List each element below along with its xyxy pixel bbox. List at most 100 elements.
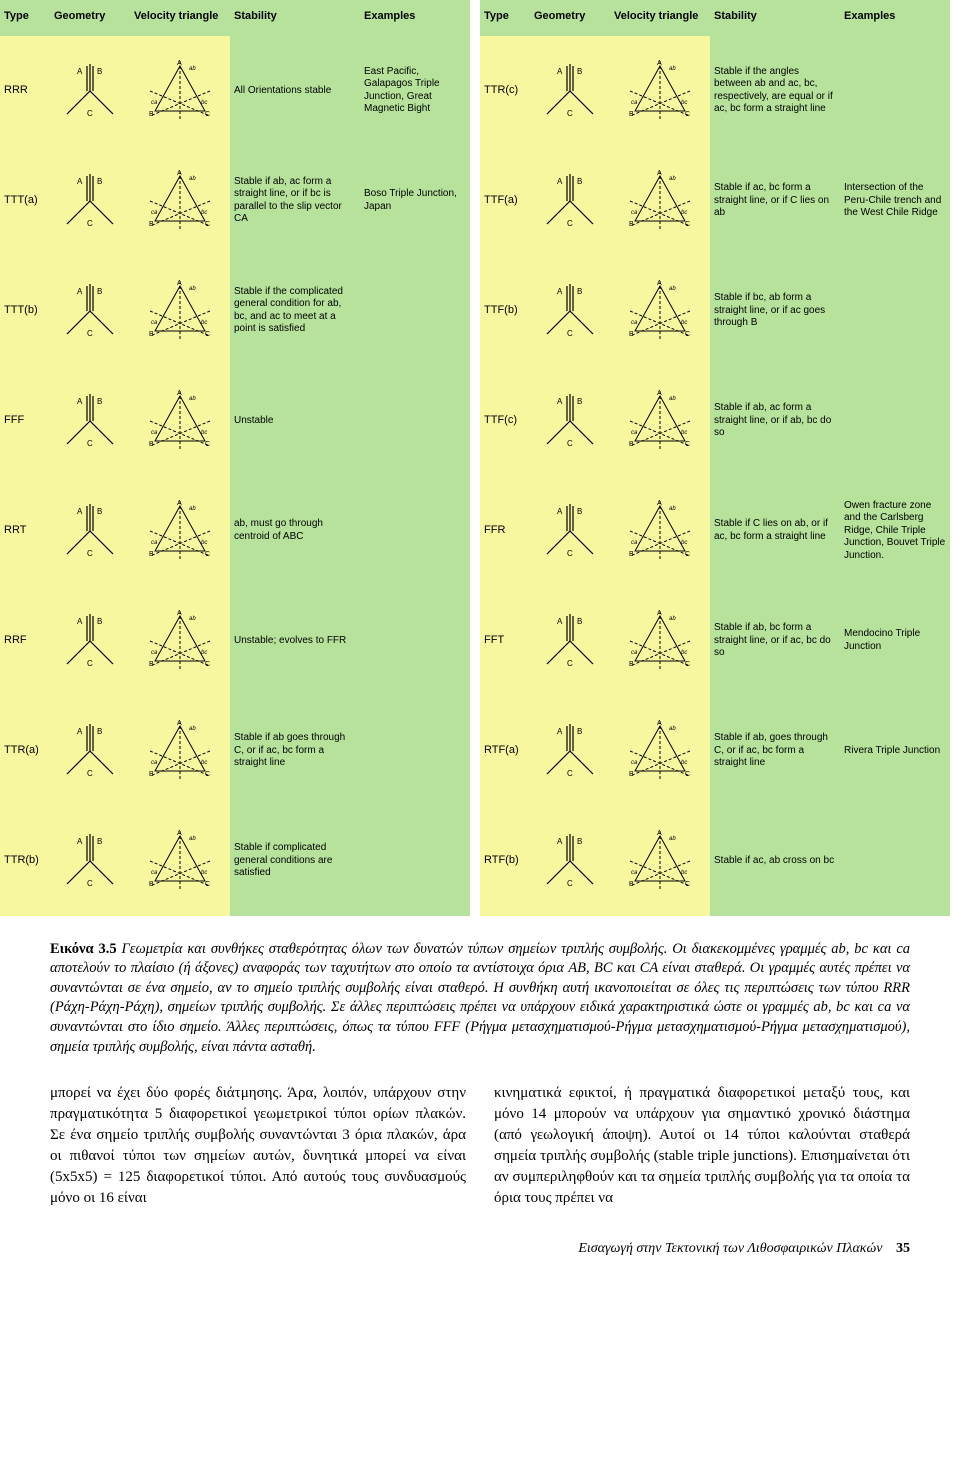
svg-text:ca: ca: [151, 650, 158, 656]
geometry-diagram: A B C: [530, 696, 610, 806]
caption-text: Γεωμετρία και συνθήκες σταθερότητας όλων…: [50, 941, 910, 1055]
svg-text:C: C: [87, 659, 93, 668]
svg-text:ab: ab: [669, 176, 676, 182]
svg-text:ca: ca: [151, 540, 158, 546]
svg-text:C: C: [87, 439, 93, 448]
svg-text:C: C: [685, 661, 690, 668]
svg-text:ca: ca: [631, 760, 638, 766]
type-cell: TTR(a): [0, 696, 50, 806]
svg-text:A: A: [77, 507, 83, 516]
velocity-diagram: A B C ab bc ca: [610, 586, 710, 696]
svg-text:bc: bc: [681, 320, 687, 326]
svg-text:bc: bc: [681, 650, 687, 656]
svg-text:A: A: [177, 830, 182, 837]
type-cell: TTF(c): [480, 366, 530, 476]
svg-text:C: C: [205, 111, 210, 118]
col-header: Stability: [710, 0, 840, 36]
type-cell: RRT: [0, 476, 50, 586]
stability-text: Stable if ab, ac form a straight line, o…: [230, 146, 360, 256]
type-cell: TTT(b): [0, 256, 50, 366]
stability-text: Stable if bc, ab form a straight line, o…: [710, 256, 840, 366]
velocity-diagram: A B C ab bc ca: [130, 36, 230, 146]
svg-text:B: B: [629, 551, 634, 558]
svg-text:ab: ab: [669, 616, 676, 622]
svg-text:bc: bc: [681, 870, 687, 876]
body-text: μπορεί να έχει δύο φορές διάτμησης. Άρα,…: [0, 1073, 960, 1229]
svg-text:C: C: [87, 769, 93, 778]
stability-text: Stable if ac, bc form a straight line, o…: [710, 146, 840, 256]
velocity-diagram: A B C ab bc ca: [610, 366, 710, 476]
svg-text:C: C: [205, 551, 210, 558]
svg-text:A: A: [77, 837, 83, 846]
geometry-diagram: A B C: [530, 256, 610, 366]
svg-text:C: C: [567, 769, 573, 778]
svg-text:bc: bc: [201, 870, 207, 876]
svg-text:C: C: [567, 879, 573, 888]
svg-text:B: B: [97, 67, 102, 76]
svg-text:C: C: [567, 329, 573, 338]
examples-text: East Pacific, Galapagos Triple Junction,…: [360, 36, 470, 146]
svg-text:B: B: [97, 507, 102, 516]
svg-text:bc: bc: [201, 210, 207, 216]
geometry-diagram: A B C: [50, 806, 130, 916]
svg-text:A: A: [657, 720, 662, 727]
svg-text:A: A: [557, 617, 563, 626]
svg-text:B: B: [629, 441, 634, 448]
velocity-diagram: A B C ab bc ca: [610, 476, 710, 586]
svg-text:ca: ca: [631, 870, 638, 876]
svg-text:A: A: [557, 177, 563, 186]
geometry-diagram: A B C: [530, 366, 610, 476]
svg-text:ab: ab: [189, 396, 196, 402]
body-col-1: μπορεί να έχει δύο φορές διάτμησης. Άρα,…: [50, 1083, 466, 1209]
svg-text:A: A: [77, 67, 83, 76]
svg-text:B: B: [629, 331, 634, 338]
stability-text: Stable if ab, ac form a straight line, o…: [710, 366, 840, 476]
geometry-diagram: A B C: [530, 36, 610, 146]
type-cell: FFT: [480, 586, 530, 696]
geometry-diagram: A B C: [50, 696, 130, 806]
footer-text: Εισαγωγή στην Τεκτονική των Λιθοσφαιρικώ…: [578, 1241, 882, 1256]
col-header: Geometry: [530, 0, 610, 36]
svg-text:ca: ca: [631, 650, 638, 656]
svg-text:C: C: [567, 659, 573, 668]
velocity-diagram: A B C ab bc ca: [610, 806, 710, 916]
svg-text:ca: ca: [631, 540, 638, 546]
geometry-diagram: A B C: [50, 586, 130, 696]
svg-text:C: C: [205, 221, 210, 228]
svg-text:A: A: [177, 610, 182, 617]
svg-text:bc: bc: [201, 650, 207, 656]
page-footer: Εισαγωγή στην Τεκτονική των Λιθοσφαιρικώ…: [0, 1229, 960, 1275]
svg-text:B: B: [577, 287, 582, 296]
svg-text:bc: bc: [681, 100, 687, 106]
svg-text:A: A: [77, 727, 83, 736]
velocity-diagram: A B C ab bc ca: [130, 806, 230, 916]
geometry-diagram: A B C: [530, 586, 610, 696]
page-number: 35: [896, 1241, 910, 1256]
table-left: TypeGeometryVelocity triangleStabilityEx…: [0, 0, 480, 916]
body-col-2: κινηματικά εφικτοί, ή πραγματικά διαφορε…: [494, 1083, 910, 1209]
examples-text: [360, 586, 470, 696]
table-right: TypeGeometryVelocity triangleStabilityEx…: [480, 0, 960, 916]
svg-text:B: B: [629, 111, 634, 118]
svg-text:A: A: [77, 397, 83, 406]
stability-text: Stable if the angles between ab and ac, …: [710, 36, 840, 146]
type-cell: TTR(c): [480, 36, 530, 146]
svg-text:ca: ca: [631, 210, 638, 216]
velocity-diagram: A B C ab bc ca: [610, 146, 710, 256]
type-cell: RTF(b): [480, 806, 530, 916]
svg-text:C: C: [685, 771, 690, 778]
svg-text:C: C: [87, 329, 93, 338]
svg-text:B: B: [149, 661, 154, 668]
svg-text:C: C: [87, 109, 93, 118]
geometry-diagram: A B C: [530, 476, 610, 586]
svg-text:B: B: [97, 287, 102, 296]
examples-text: Mendocino Triple Junction: [840, 586, 950, 696]
svg-text:B: B: [97, 177, 102, 186]
svg-text:ab: ab: [669, 396, 676, 402]
col-header: Examples: [840, 0, 950, 36]
svg-text:A: A: [77, 177, 83, 186]
stability-text: Stable if ab, goes through C, or if ac, …: [710, 696, 840, 806]
svg-text:A: A: [657, 280, 662, 287]
svg-text:B: B: [97, 837, 102, 846]
svg-text:C: C: [567, 219, 573, 228]
